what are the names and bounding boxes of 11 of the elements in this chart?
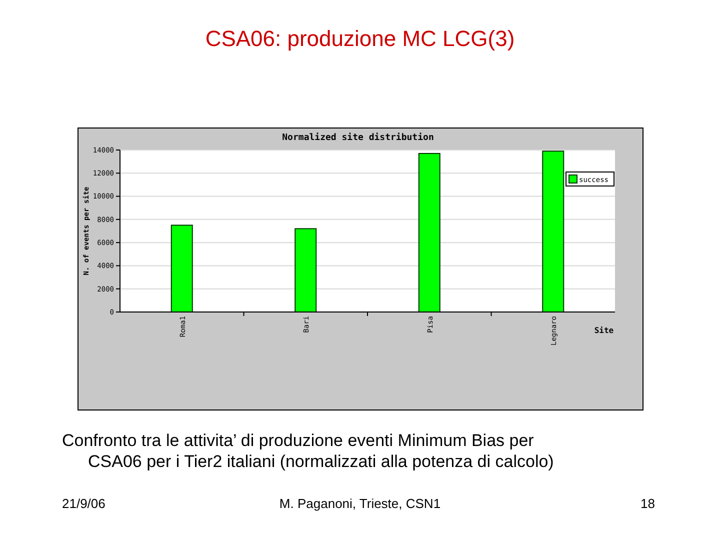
- bar: [170, 224, 193, 312]
- text: Confronto tra le attivita’ di produzione eventi Minimum Bias per CSA06 per i Tier2 italiani (normalizzati alla potenza di calcolo): [62, 431, 554, 471]
- text: 21/9/06: [62, 496, 106, 511]
- chart-title: CSA06: produzione MC LCG(3): [205, 26, 515, 51]
- bar: [294, 228, 317, 312]
- text: 18: [640, 496, 655, 511]
- x-axis-title: Site: [594, 326, 614, 335]
- text: M. Paganoni, Trieste, CSN1: [279, 496, 441, 511]
- chart-subtitle: Normalized site distribution: [282, 132, 434, 143]
- bar: [542, 150, 564, 312]
- bar: [418, 152, 440, 312]
